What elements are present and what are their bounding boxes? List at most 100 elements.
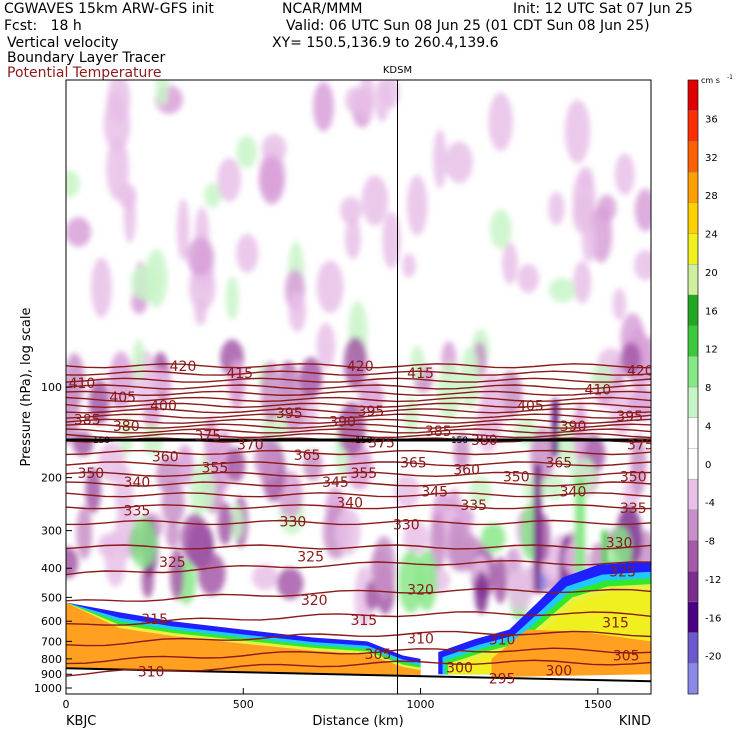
org-label: NCAR/MMM (282, 1, 363, 17)
vertical-velocity-shading (66, 80, 651, 628)
isentrope-label: 405 (109, 390, 136, 406)
velocity-cell (72, 431, 94, 457)
isentrope-line (66, 544, 651, 550)
isentrope-label: 325 (159, 555, 186, 571)
velocity-cell (548, 191, 565, 226)
isentrope-label: 310 (489, 632, 516, 648)
colorbar-bin (687, 294, 699, 326)
velocity-cell (129, 517, 157, 568)
colorbar-tick-label: -20 (705, 652, 721, 663)
isentrope-label: 315 (602, 615, 629, 631)
velocity-cell (66, 217, 92, 247)
velocity-column (575, 477, 586, 575)
velocity-cell (557, 421, 577, 469)
velocity-cell (155, 80, 169, 107)
velocity-cell (361, 175, 389, 226)
colorbar-tick-label: 32 (705, 153, 718, 164)
colorbar-bin (687, 509, 699, 541)
isentrope-line (66, 504, 651, 510)
velocity-cell (453, 432, 470, 472)
velocity-cell (437, 361, 461, 421)
velocity-cell (634, 188, 651, 232)
isentrope-line (66, 559, 651, 576)
isentrope-line (66, 659, 651, 677)
isentrope-label: 340 (336, 496, 363, 512)
colorbar-tick-label: -12 (705, 575, 721, 586)
isentrope-line (66, 630, 651, 647)
colorbar-bin (687, 632, 699, 664)
isentrope-line (66, 423, 651, 429)
velocity-cell (180, 513, 209, 564)
velocity-cell (481, 523, 506, 553)
isentrope-label: 330 (393, 517, 420, 533)
velocity-cell (316, 322, 336, 369)
x-tick-label: 1000 (407, 698, 435, 711)
velocity-column (539, 574, 546, 590)
colorbar-tick-label: 0 (705, 460, 711, 471)
isentrope-line (66, 492, 651, 498)
colorbar-tick-label: -16 (705, 613, 721, 624)
velocity-cell (372, 536, 396, 600)
isentrope-label: 345 (322, 475, 349, 491)
isentrope-label: 375 (368, 436, 395, 452)
velocity-cell (225, 447, 246, 483)
isentrope-label: 365 (294, 448, 321, 464)
colorbar-unit: cm s (701, 76, 720, 85)
velocity-cell (489, 209, 512, 250)
isentrope-label: 335 (124, 503, 151, 519)
velocity-cell (354, 566, 374, 628)
velocity-cell (406, 175, 428, 236)
isentrope-line (66, 611, 651, 626)
isentrope-line (66, 390, 651, 397)
velocity-cell (335, 507, 361, 556)
isentrope-label: 365 (400, 455, 427, 471)
isentrope-line (66, 402, 651, 409)
isentrope-label: 345 (421, 484, 448, 500)
colorbar-bin (687, 79, 699, 111)
isentrope-label: 340 (124, 475, 151, 491)
isentrope-line (66, 428, 651, 434)
isentrope-line (66, 418, 651, 424)
left-station-label: KBJC (66, 714, 96, 729)
velocity-cell (176, 198, 190, 261)
colorbar-tick-label: 12 (705, 345, 718, 356)
colorbar-tick-label: -4 (705, 498, 715, 509)
velocity-cell (548, 277, 576, 303)
colorbar-bin (687, 325, 699, 357)
field-potential-temperature: Potential Temperature (7, 65, 162, 81)
colorbar-tick-label: 20 (705, 268, 718, 279)
y-tick-label: 300 (41, 525, 62, 538)
isentrope-label: 360 (453, 463, 480, 479)
velocity-cell (506, 546, 524, 594)
pressure-150-label: 150 (355, 436, 372, 446)
velocity-cell (186, 237, 215, 277)
isentrope-label: 320 (301, 593, 328, 609)
isentrope-label: 380 (471, 433, 498, 449)
velocity-cell (230, 503, 244, 541)
cross-section-endpoints: XY= 150.5,136.9 to 260.4,139.6 (272, 35, 499, 51)
isentrope-label: 390 (560, 419, 587, 435)
potential-temperature-contours (66, 80, 651, 694)
colorbar-bin (687, 264, 699, 296)
colorbar-tick-label: 4 (705, 421, 711, 432)
isentrope-label: 305 (365, 647, 392, 663)
isentrope-label: 335 (460, 498, 487, 514)
isentrope-label: 415 (407, 366, 434, 382)
velocity-cell (277, 567, 304, 600)
isentrope-line (66, 461, 651, 467)
x-tick-label: 500 (233, 698, 254, 711)
isentrope-label: 420 (170, 359, 197, 375)
velocity-column (601, 530, 608, 584)
colorbar-bin (687, 663, 699, 695)
velocity-cell (66, 546, 79, 579)
isentrope-label: 385 (74, 412, 101, 428)
isentrope-label: 350 (620, 469, 647, 485)
axes: 0 500 1000 15001002003004005006007008009001… (34, 381, 612, 711)
velocity-cell (343, 337, 368, 389)
velocity-cell (259, 155, 285, 205)
velocity-cell (634, 249, 651, 281)
isentrope-label: 395 (358, 404, 385, 420)
isentrope-label: 355 (350, 466, 377, 482)
y-tick-label: 700 (41, 635, 62, 648)
isentrope-line (66, 432, 651, 439)
